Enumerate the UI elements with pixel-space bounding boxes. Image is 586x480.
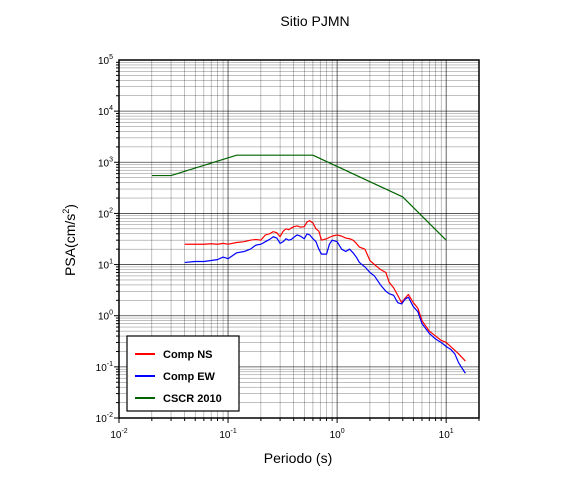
legend-label: CSCR 2010 (163, 393, 222, 405)
y-axis-label-main: PSA(cm/s (62, 214, 78, 276)
x-tick-label-exponent: -2 (121, 428, 127, 435)
x-tick-label-base: 10 (439, 430, 451, 441)
x-tick-label-base: 10 (219, 430, 231, 441)
legend-label: Comp NS (163, 349, 213, 361)
y-tick-label-base: 10 (98, 209, 110, 220)
series-layer (151, 154, 466, 374)
y-tick-label-exponent: 0 (109, 310, 113, 317)
y-axis-label-close: ) (62, 204, 78, 209)
y-tick-label: 102 (98, 207, 113, 220)
y-axis-label-superscript: 2 (61, 209, 71, 214)
y-axis-label: PSA(cm/s2) (61, 204, 78, 276)
y-tick-label-exponent: -1 (107, 361, 113, 368)
y-tick-label-base: 10 (98, 56, 110, 67)
y-tick-label: 103 (98, 156, 113, 169)
y-tick-label-exponent: 2 (109, 207, 113, 214)
y-tick-label-base: 10 (96, 363, 108, 374)
x-tick-label-exponent: 0 (341, 428, 345, 435)
legend-label: Comp EW (163, 371, 216, 383)
y-tick-label-exponent: 1 (109, 259, 113, 266)
y-tick-label-base: 10 (98, 107, 110, 118)
y-tick-label-base: 10 (96, 414, 108, 425)
y-tick-label-base: 10 (98, 261, 110, 272)
x-tick-label-base: 10 (110, 430, 122, 441)
plot-frame (118, 59, 480, 419)
y-tick-label: 10-1 (96, 361, 113, 374)
y-tick-label: 100 (98, 310, 113, 323)
x-tick-label-base: 10 (330, 430, 342, 441)
y-tick-label-exponent: 5 (109, 54, 113, 61)
y-tick-label-exponent: 3 (109, 156, 113, 163)
y-tick-label-base: 10 (98, 158, 110, 169)
y-tick-label: 10-2 (96, 412, 113, 425)
series-line-2 (184, 233, 466, 374)
x-tick-label: 10-2 (110, 428, 127, 441)
y-tick-label: 104 (98, 105, 113, 118)
y-tick-label: 105 (98, 54, 113, 67)
x-tick-label: 101 (439, 428, 454, 441)
x-tick-label-exponent: 1 (450, 428, 454, 435)
legend: Comp NS Comp EW CSCR 2010 (126, 335, 240, 412)
x-axis-label: Periodo (s) (264, 450, 332, 466)
series-line-1 (184, 220, 466, 362)
y-tick-label-base: 10 (98, 312, 110, 323)
y-tick-label: 101 (98, 259, 113, 272)
x-tick-label-exponent: -1 (231, 428, 237, 435)
x-tick-label: 100 (330, 428, 345, 441)
y-tick-label-exponent: -2 (107, 412, 113, 419)
y-tick-label-exponent: 4 (109, 105, 113, 112)
chart-title: Sitio PJMN (280, 13, 349, 29)
series-line-3 (151, 154, 447, 241)
x-tick-label: 10-1 (219, 428, 236, 441)
